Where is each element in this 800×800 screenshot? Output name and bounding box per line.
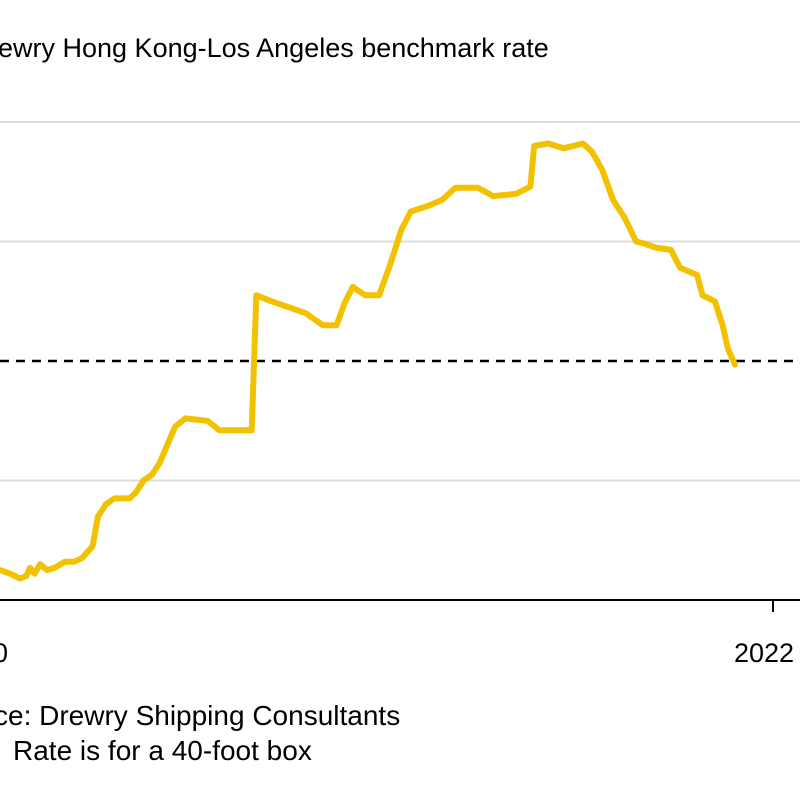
benchmark-rate-line	[0, 140, 738, 582]
x-tick-label-start: 0	[0, 638, 8, 668]
x-tick-label-2022: 2022	[734, 638, 794, 668]
source-note: ce: Drewry Shipping Consultants	[0, 700, 400, 731]
gridlines	[0, 121, 800, 482]
chart-subtitle: ewry Hong Kong-Los Angeles benchmark rat…	[0, 33, 549, 63]
footnote: Rate is for a 40-foot box	[13, 735, 312, 766]
